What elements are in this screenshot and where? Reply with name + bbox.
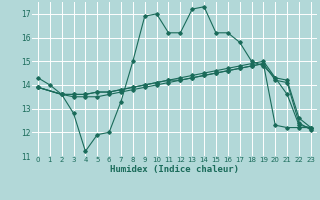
X-axis label: Humidex (Indice chaleur): Humidex (Indice chaleur)	[110, 165, 239, 174]
